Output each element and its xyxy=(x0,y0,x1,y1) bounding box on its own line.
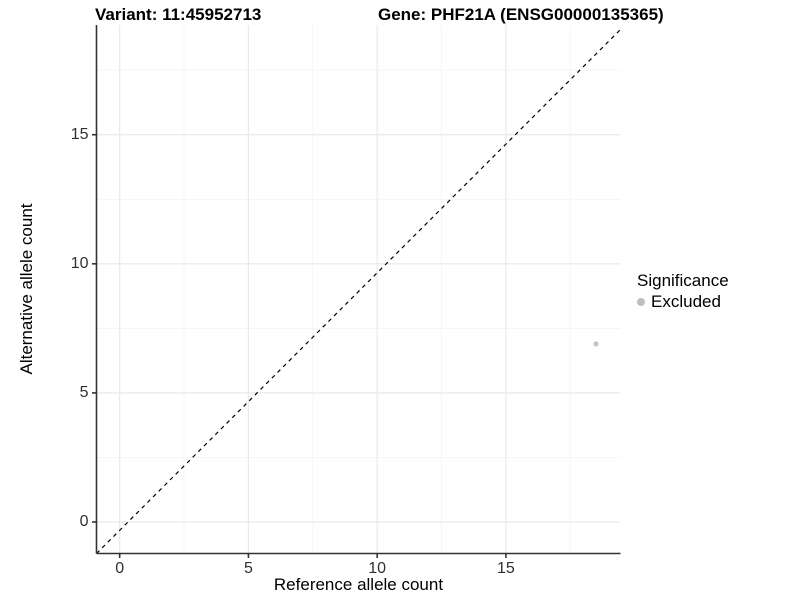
y-tick-label: 5 xyxy=(79,383,89,401)
x-tick-label: 10 xyxy=(368,559,387,577)
gene-title: Gene: PHF21A (ENSG00000135365) xyxy=(378,5,664,24)
legend: Significance Excluded xyxy=(637,271,729,311)
legend-item-label: Excluded xyxy=(651,292,721,311)
legend-item-excluded: Excluded xyxy=(637,292,729,311)
variant-title: Variant: 11:45952713 xyxy=(95,5,262,24)
x-tick-label: 0 xyxy=(115,559,125,577)
legend-title: Significance xyxy=(637,271,729,290)
y-axis-title: Alternative allele count xyxy=(17,203,36,375)
y-tick-label: 10 xyxy=(70,254,89,272)
identity-dashed-line xyxy=(96,29,621,554)
legend-point-swatch-icon xyxy=(637,297,645,306)
data-point xyxy=(593,341,599,347)
x-axis-title: Reference allele count xyxy=(273,575,444,594)
x-tick-label: 5 xyxy=(243,559,253,577)
y-tick-label: 0 xyxy=(79,513,89,530)
x-tick-label: 15 xyxy=(497,559,515,577)
y-tick-label: 15 xyxy=(70,125,89,143)
